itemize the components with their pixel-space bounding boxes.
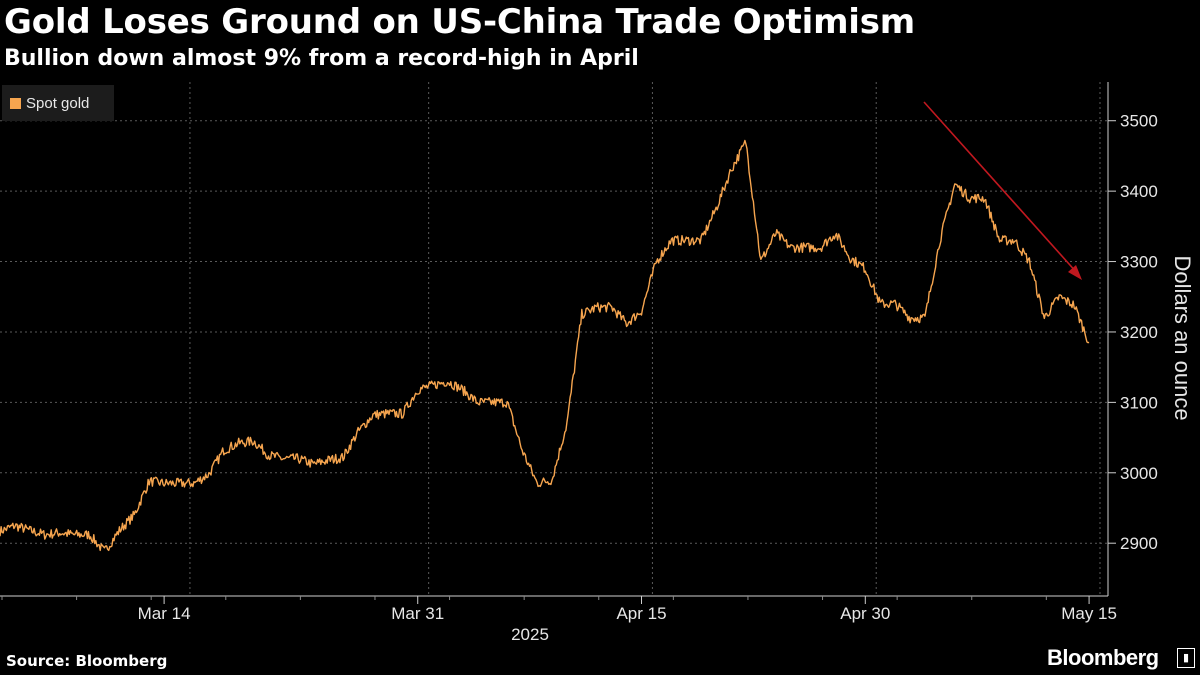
- x-tick-label-3: Apr 30: [840, 604, 890, 623]
- legend-label-spot-gold: Spot gold: [26, 94, 90, 112]
- y-tick-label-3500: 3500: [1120, 112, 1158, 131]
- chart-title: Gold Loses Ground on US-China Trade Opti…: [4, 2, 916, 42]
- annotation-arrowhead: [1068, 265, 1082, 280]
- y-tick-label-3200: 3200: [1120, 323, 1158, 342]
- y-tick-label-3300: 3300: [1120, 253, 1158, 272]
- bloomberg-chart-icon: ▮: [1177, 648, 1195, 668]
- x-tick-label-0: Mar 14: [138, 604, 191, 623]
- y-tick-label-2900: 2900: [1120, 534, 1158, 553]
- y-axis-title: Dollars an ounce: [1170, 255, 1195, 420]
- annotation-arrow-line: [923, 101, 1079, 275]
- chart-subtitle: Bullion down almost 9% from a record-hig…: [4, 46, 639, 71]
- x-tick-label-1: Mar 31: [391, 604, 444, 623]
- legend-swatch-spot-gold: [10, 97, 21, 109]
- legend: Spot gold: [2, 85, 114, 121]
- brand-logo-text: Bloomberg: [1047, 645, 1159, 670]
- x-axis-year-label: 2025: [511, 625, 549, 644]
- y-tick-label-3000: 3000: [1120, 464, 1158, 483]
- series-line-spot-gold: [0, 139, 1090, 552]
- source-note: Source: Bloomberg: [6, 652, 168, 670]
- series-layer: [0, 139, 1090, 552]
- axis-layer: 2900 3000 3100 3200 3300 3400 3500 Mar 14 Mar 31…: [0, 82, 1158, 623]
- annotation-layer: [923, 101, 1082, 280]
- x-tick-label-2: Apr 15: [616, 604, 666, 623]
- y-tick-label-3100: 3100: [1120, 393, 1158, 412]
- grid-layer: [0, 82, 1108, 596]
- x-tick-label-4: May 15: [1061, 604, 1117, 623]
- y-tick-label-3400: 3400: [1120, 182, 1158, 201]
